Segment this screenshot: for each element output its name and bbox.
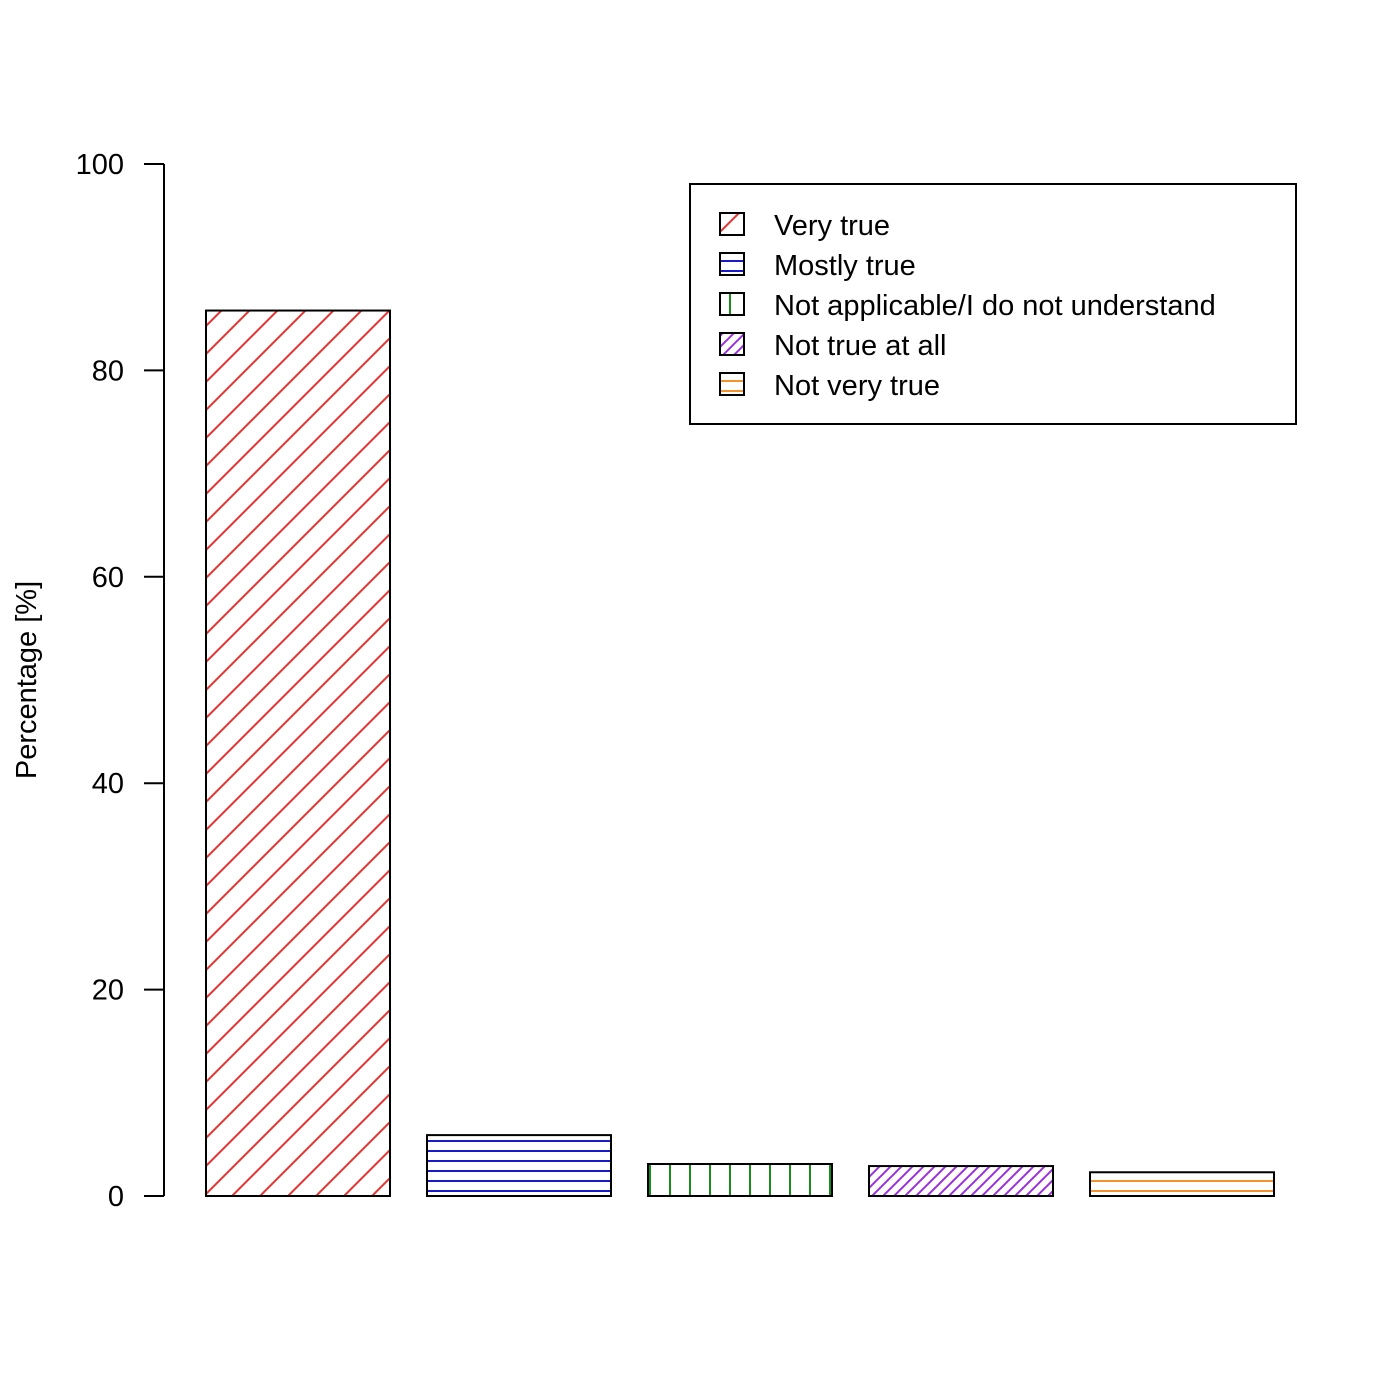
y-ticks: 0 20 40 60 80 100 xyxy=(76,149,164,1213)
bars xyxy=(205,309,1275,1198)
legend: Very true Mostly true Not applicable/I do … xyxy=(689,183,1297,425)
legend-swatch xyxy=(719,252,745,276)
y-tick-label: 80 xyxy=(92,355,124,387)
legend-item: Not applicable/I do not understand xyxy=(719,290,1216,322)
legend-label: Not true at all xyxy=(774,330,946,362)
y-axis-title: Percentage [%] xyxy=(11,581,43,779)
legend-label: Very true xyxy=(774,210,890,242)
y-tick-label: 40 xyxy=(92,768,124,800)
legend-items: Very true Mostly true Not applicable/I do … xyxy=(719,210,1216,402)
bar-not-very-true xyxy=(1089,1171,1275,1198)
legend-item: Not true at all xyxy=(719,330,946,362)
legend-label: Not very true xyxy=(774,370,940,402)
y-tick-label: 20 xyxy=(92,975,124,1007)
bar-very-true xyxy=(205,309,391,1197)
legend-box xyxy=(689,183,1297,425)
legend-swatch xyxy=(719,212,745,236)
y-tick-label: 100 xyxy=(76,149,124,181)
legend-item: Mostly true xyxy=(719,250,916,282)
legend-label: Not applicable/I do not understand xyxy=(774,290,1216,322)
bar-not-applicable-i-do-not-understand xyxy=(647,1163,833,1198)
y-tick-label: 60 xyxy=(92,562,124,594)
legend-item: Not very true xyxy=(719,370,940,402)
legend-swatch xyxy=(719,292,745,316)
legend-swatch xyxy=(719,372,745,396)
legend-label: Mostly true xyxy=(774,250,916,282)
y-axis: 0 20 40 60 80 100 xyxy=(76,149,165,1213)
legend-item: Very true xyxy=(719,210,890,242)
legend-swatch xyxy=(719,332,745,356)
bar-mostly-true xyxy=(426,1134,612,1198)
y-tick-label: 0 xyxy=(108,1181,124,1213)
bar-not-true-at-all xyxy=(868,1165,1054,1198)
